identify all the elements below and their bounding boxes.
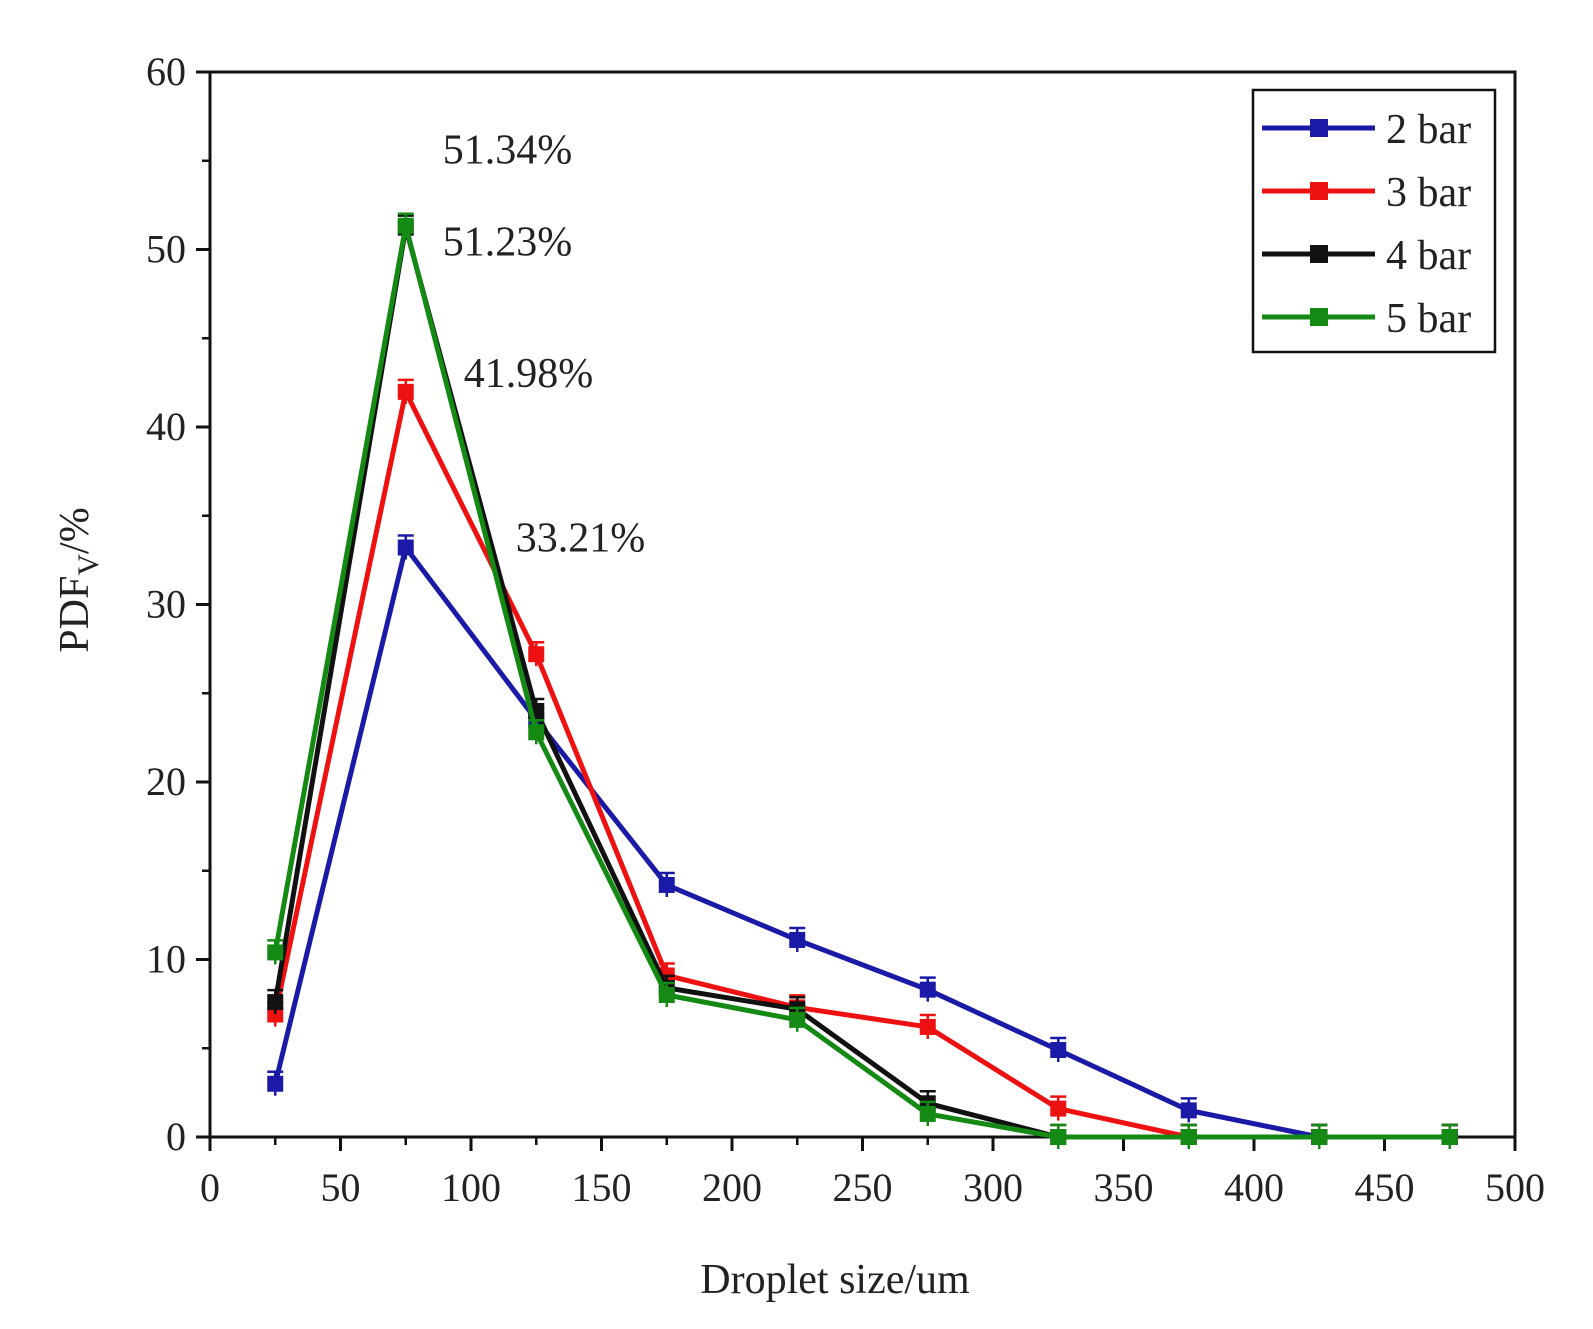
data-point <box>1180 1102 1197 1119</box>
data-point <box>1311 1129 1328 1145</box>
data-point <box>1180 1129 1197 1145</box>
x-tick-label: 50 <box>321 1165 361 1210</box>
data-point <box>658 876 675 893</box>
x-tick-label: 150 <box>572 1165 632 1210</box>
x-tick-label: 200 <box>702 1165 762 1210</box>
peak-annotation: 33.21% <box>516 516 646 562</box>
peak-annotation: 41.98% <box>464 351 594 397</box>
y-tick-label: 30 <box>146 582 186 627</box>
y-tick-label: 20 <box>146 759 186 804</box>
x-axis-title: Droplet size/um <box>700 1257 970 1303</box>
peak-annotation: 51.23% <box>443 220 573 266</box>
legend: 2 bar 3 bar 4 bar 5 bar <box>1251 88 1497 354</box>
data-point <box>267 994 284 1011</box>
y-tick-label: 40 <box>146 404 186 449</box>
x-tick-label: 450 <box>1355 1165 1415 1210</box>
legend-item: 2 bar <box>1262 107 1471 153</box>
y-axis-title-sub: V <box>72 554 105 576</box>
y-tick-label: 60 <box>146 49 186 94</box>
series-line <box>272 223 1450 1140</box>
series-3-bar <box>267 378 1458 1149</box>
data-point <box>267 944 284 961</box>
data-point <box>397 383 414 400</box>
data-point <box>658 987 675 1003</box>
y-tick-label: 10 <box>146 937 186 982</box>
series-line <box>272 389 1450 1140</box>
legend-marker <box>1310 119 1328 137</box>
x-tick-label: 300 <box>963 1165 1023 1210</box>
series-5-bar <box>267 212 1458 1149</box>
legend-marker <box>1310 245 1328 263</box>
y-axis-title-main: PDF <box>52 576 98 653</box>
legend-item: 4 bar <box>1262 233 1471 279</box>
series-4-bar <box>267 214 1458 1149</box>
legend-label: 2 bar <box>1386 107 1471 153</box>
data-point <box>1050 1100 1067 1117</box>
data-point <box>528 724 545 741</box>
data-point <box>1441 1129 1458 1145</box>
legend-box <box>1251 88 1497 354</box>
series-line <box>272 545 1450 1140</box>
data-point <box>919 981 936 998</box>
legend-label: 5 bar <box>1386 296 1471 342</box>
data-point <box>397 217 414 234</box>
x-axis: 0 50 100 150 200 250 300 350 400 450 500 <box>200 1137 1545 1210</box>
data-point <box>528 646 545 663</box>
legend-marker <box>1310 308 1328 326</box>
y-axis-title-suffix: /% <box>52 507 98 554</box>
data-point <box>267 1075 284 1092</box>
data-point <box>1050 1042 1067 1059</box>
peak-annotation: 51.34% <box>443 128 573 174</box>
legend-item: 3 bar <box>1262 170 1471 216</box>
legend-marker <box>1310 182 1328 200</box>
x-tick-label: 250 <box>833 1165 893 1210</box>
x-tick-label: 350 <box>1094 1165 1154 1210</box>
series-layer <box>267 212 1458 1149</box>
data-point <box>919 1018 936 1035</box>
x-tick-label: 400 <box>1224 1165 1284 1210</box>
y-axis-title: PDFV/% <box>52 507 105 652</box>
legend-label: 3 bar <box>1386 170 1471 216</box>
data-point <box>1050 1129 1067 1145</box>
legend-item: 5 bar <box>1262 296 1471 342</box>
series-line <box>272 225 1450 1140</box>
legend-label: 4 bar <box>1386 233 1471 279</box>
data-point <box>397 539 414 556</box>
data-point <box>789 1011 806 1028</box>
x-tick-label: 0 <box>200 1165 220 1210</box>
data-point <box>267 1006 284 1023</box>
y-axis: 0 10 20 30 40 50 60 <box>146 49 210 1159</box>
y-tick-label: 50 <box>146 227 186 272</box>
x-tick-label: 100 <box>441 1165 501 1210</box>
y-tick-label: 0 <box>166 1114 186 1159</box>
data-point <box>789 931 806 948</box>
annotation-layer: 51.34% 51.23% 41.98% 33.21% <box>443 128 646 562</box>
data-point <box>919 1105 936 1122</box>
x-tick-label: 500 <box>1485 1165 1545 1210</box>
